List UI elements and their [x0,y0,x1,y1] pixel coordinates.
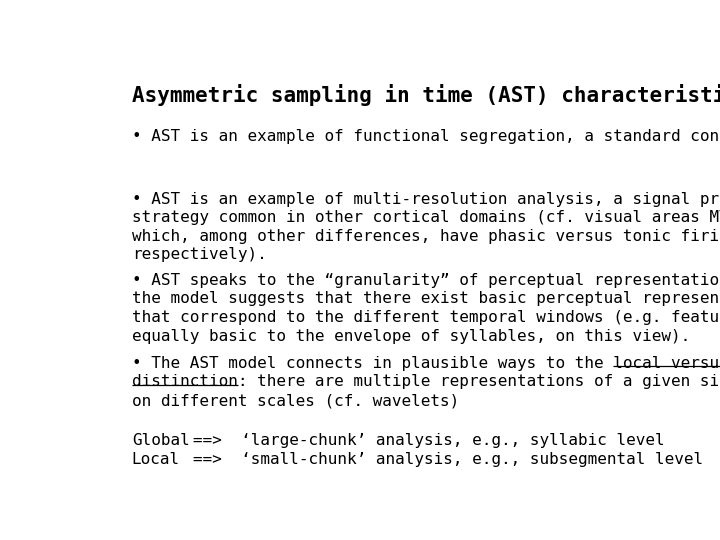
Text: • The AST model connects in plausible ways to the local versus global
distinctio: • The AST model connects in plausible wa… [132,356,720,408]
Text: Local: Local [132,453,180,467]
Text: • AST speaks to the “granularity” of perceptual representations:
the model sugge: • AST speaks to the “granularity” of per… [132,273,720,343]
Text: Global: Global [132,433,189,448]
Text: • The AST model connects in plausible ways to the: • The AST model connects in plausible wa… [90,481,571,496]
Text: • AST is an example of multi-resolution analysis, a signal processing
strategy c: • AST is an example of multi-resolution … [132,192,720,262]
Text: ==>  ‘large-chunk’ analysis, e.g., syllabic level: ==> ‘large-chunk’ analysis, e.g., syllab… [193,433,665,448]
Text: ==>  ‘small-chunk’ analysis, e.g., subsegmental level: ==> ‘small-chunk’ analysis, e.g., subseg… [193,453,703,467]
Text: • AST is an example of functional segregation, a standard concept.: • AST is an example of functional segreg… [132,129,720,144]
Text: Asymmetric sampling in time (AST) characteristics: Asymmetric sampling in time (AST) charac… [132,84,720,105]
